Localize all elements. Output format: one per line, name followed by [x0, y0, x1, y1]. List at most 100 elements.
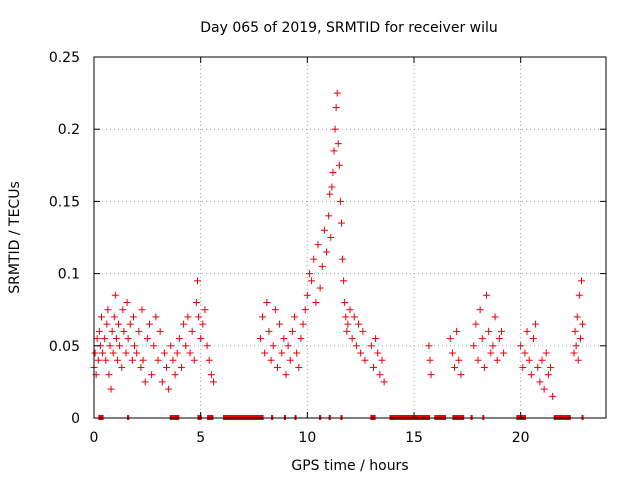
data-point — [175, 335, 183, 343]
data-point — [316, 284, 324, 292]
data-point — [350, 313, 358, 321]
chart-title: Day 065 of 2019, SRMTID for receiver wil… — [200, 20, 498, 36]
data-point — [276, 320, 284, 328]
data-point — [478, 335, 486, 343]
x-tick-label: 0 — [90, 430, 99, 446]
data-point — [184, 313, 192, 321]
data-point — [312, 298, 320, 306]
data-point — [111, 291, 119, 299]
data-point — [544, 371, 552, 379]
data-point — [116, 342, 124, 350]
grid-lines — [94, 57, 606, 418]
data-point — [523, 327, 531, 335]
data-point — [256, 335, 264, 343]
data-point — [480, 363, 488, 371]
data-point — [297, 335, 305, 343]
data-point — [519, 363, 527, 371]
data-point — [263, 298, 271, 306]
data-point — [489, 342, 497, 350]
data-point — [129, 313, 137, 321]
data-point — [359, 327, 367, 335]
data-point — [188, 327, 196, 335]
data-point — [547, 363, 555, 371]
data-point — [120, 327, 128, 335]
y-axis-label: SRMTID / TECUs — [7, 181, 23, 294]
data-point — [193, 277, 201, 285]
data-point — [427, 371, 435, 379]
data-point — [521, 349, 529, 357]
data-point — [357, 349, 365, 357]
data-point — [330, 147, 338, 155]
data-point — [339, 255, 347, 263]
data-point — [280, 335, 288, 343]
data-point — [150, 342, 158, 350]
data-point — [158, 378, 166, 386]
data-point — [576, 335, 584, 343]
x-axis-label: GPS time / hours — [291, 458, 408, 474]
data-point — [305, 270, 313, 278]
data-point — [331, 125, 339, 133]
data-point — [495, 335, 503, 343]
data-point — [453, 327, 461, 335]
data-point — [332, 104, 340, 112]
data-point — [261, 349, 269, 357]
data-point — [112, 335, 120, 343]
data-point — [326, 190, 334, 198]
data-point — [474, 356, 482, 364]
y-tick-label: 0.05 — [49, 339, 80, 355]
data-point — [291, 313, 299, 321]
data-point — [102, 356, 110, 364]
data-point — [99, 349, 107, 357]
data-point — [138, 306, 146, 314]
data-point — [448, 349, 456, 357]
data-point — [378, 356, 386, 364]
data-point — [165, 385, 173, 393]
data-point — [131, 342, 139, 350]
data-point — [143, 335, 151, 343]
data-point — [369, 363, 377, 371]
x-tick-label: 15 — [405, 430, 423, 446]
x-tick-label: 10 — [298, 430, 316, 446]
data-point — [148, 371, 156, 379]
data-point — [97, 313, 105, 321]
data-point — [269, 342, 277, 350]
data-point — [104, 306, 112, 314]
data-point — [538, 356, 546, 364]
data-point — [446, 335, 454, 343]
data-point — [141, 378, 149, 386]
x-tick-label: 5 — [196, 430, 205, 446]
data-point — [344, 320, 352, 328]
data-point — [93, 335, 101, 343]
data-point — [284, 342, 292, 350]
data-point — [329, 169, 337, 177]
data-point — [115, 320, 123, 328]
data-point — [190, 356, 198, 364]
data-point — [109, 349, 117, 357]
y-tick-label: 0.2 — [58, 122, 80, 138]
data-point — [472, 320, 480, 328]
data-point — [491, 313, 499, 321]
data-point — [574, 356, 582, 364]
data-point — [577, 277, 585, 285]
data-point — [124, 335, 132, 343]
data-point — [205, 356, 213, 364]
data-point — [451, 363, 459, 371]
data-point — [318, 262, 326, 270]
data-point — [267, 356, 275, 364]
data-point — [497, 327, 505, 335]
data-point — [328, 183, 336, 191]
data-point — [133, 349, 141, 357]
data-point — [286, 356, 294, 364]
data-point — [94, 356, 102, 364]
data-point — [485, 327, 493, 335]
data-point — [186, 349, 194, 357]
data-point — [336, 197, 344, 205]
data-point — [288, 327, 296, 335]
data-point — [182, 342, 190, 350]
data-point — [540, 385, 548, 393]
data-point — [536, 378, 544, 386]
data-point — [529, 335, 537, 343]
data-point — [293, 349, 301, 357]
y-tick-label: 0.15 — [49, 194, 80, 210]
data-point — [295, 363, 303, 371]
